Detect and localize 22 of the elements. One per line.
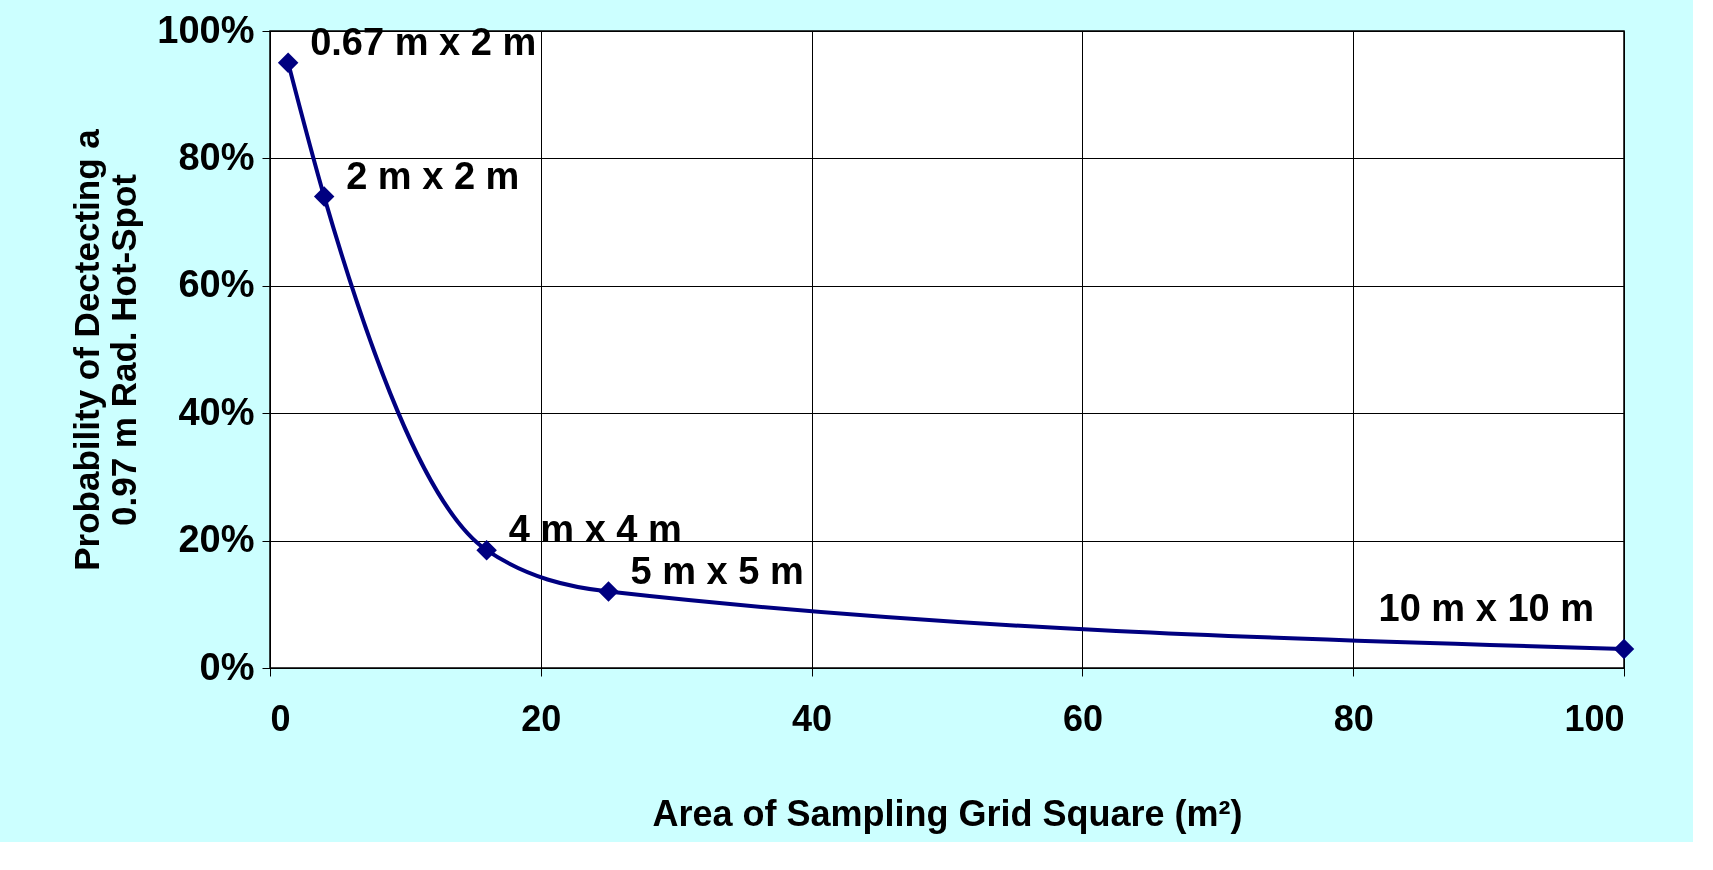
x-tick-label: 40 — [792, 697, 833, 739]
x-tick-label: 60 — [1062, 697, 1103, 739]
y-tick-label: 60% — [178, 263, 255, 306]
point — [476, 539, 497, 561]
point — [1613, 638, 1635, 660]
annotation: 5 m x 5 m — [630, 549, 804, 592]
x-axis-title: Area of Sampling Grid Square (m²) — [652, 792, 1243, 834]
x-tick-label: 100 — [1564, 697, 1625, 739]
point — [313, 186, 335, 207]
point — [277, 52, 299, 74]
x-tick-label: 0 — [270, 697, 291, 739]
y-tick-label: 100% — [157, 8, 255, 51]
annotation: 2 m x 2 m — [346, 154, 520, 197]
y-tick-label: 20% — [178, 518, 255, 561]
x-tick-label: 80 — [1333, 697, 1374, 739]
y-axis-title: Probability of Dectecting a 0.97 m Rad. Hot-Spot — [67, 128, 144, 571]
annotation: 10 m x 10 m — [1378, 586, 1594, 629]
point — [598, 581, 619, 602]
y-tick-label: 80% — [178, 135, 255, 178]
y-tick-label: 40% — [178, 390, 255, 433]
y-tick-label: 0% — [199, 645, 255, 688]
x-tick-label: 20 — [521, 697, 562, 739]
